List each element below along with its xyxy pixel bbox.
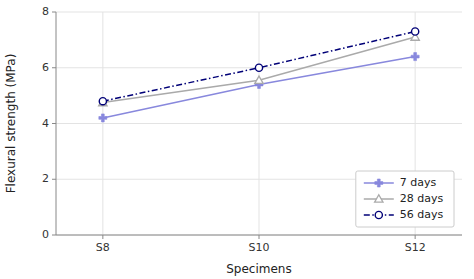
y-tick [52, 12, 56, 13]
series [99, 33, 420, 106]
x-axis-label: Specimens [226, 262, 291, 276]
y-tick-label: 4 [42, 117, 49, 130]
point [99, 98, 106, 105]
legend-marker [375, 179, 383, 187]
plot-area [99, 28, 420, 122]
x-tick-label: S8 [96, 241, 110, 254]
legend: 7 days 28 days 56 days [356, 171, 454, 227]
grid-line-x [259, 12, 260, 235]
series [99, 53, 419, 122]
series-line [103, 57, 415, 118]
series [99, 28, 419, 105]
point [255, 64, 262, 71]
y-tick [52, 235, 56, 236]
legend-label: 56 days [400, 208, 444, 221]
grid-line-x [102, 12, 103, 235]
axes: 0 2 4 6 8 S8 S10 S12 [42, 5, 462, 254]
point [255, 76, 263, 83]
legend-label: 7 days [400, 176, 437, 189]
legend-marker [375, 211, 382, 218]
y-tick-label: 8 [42, 5, 49, 18]
series-line [103, 32, 415, 102]
legend-marker [375, 195, 383, 202]
legend-label: 28 days [400, 192, 444, 205]
x-tick [102, 235, 103, 239]
y-tick-label: 2 [42, 172, 49, 185]
series-line [103, 37, 415, 103]
background [0, 0, 474, 279]
y-axis-label: Flexural strength (MPa) [4, 54, 18, 194]
grid [56, 12, 462, 235]
legend-box [356, 171, 454, 227]
x-tick [415, 235, 416, 239]
y-tick-label: 0 [42, 228, 49, 241]
y-tick-label: 6 [42, 61, 49, 74]
x-tick-label: S10 [249, 241, 270, 254]
chart-svg: 0 2 4 6 8 S8 S10 S12 Specimens Flexural strength … [0, 0, 474, 279]
point [99, 114, 107, 122]
point [412, 28, 419, 35]
y-tick [52, 67, 56, 68]
point [99, 98, 107, 105]
y-tick [52, 179, 56, 180]
y-tick [52, 123, 56, 124]
x-tick-label: S12 [405, 241, 426, 254]
point [411, 53, 419, 61]
chart-container: 0 2 4 6 8 S8 S10 S12 Specimens Flexural strength … [0, 0, 474, 279]
x-tick [259, 235, 260, 239]
